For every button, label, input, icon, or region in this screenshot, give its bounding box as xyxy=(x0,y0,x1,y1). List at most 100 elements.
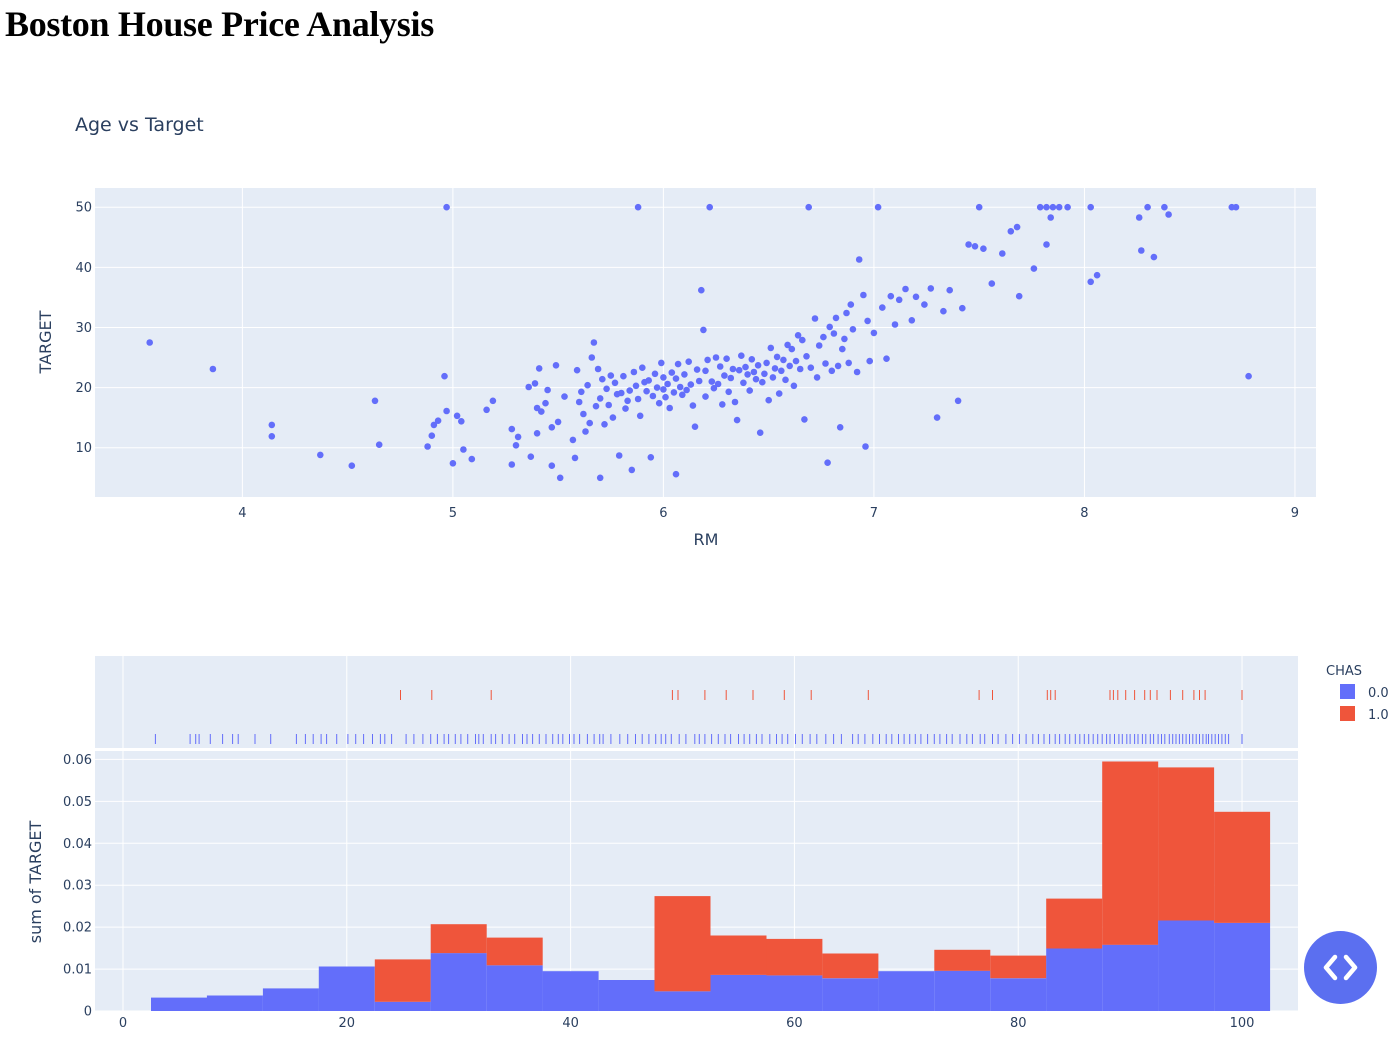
scatter-point xyxy=(582,428,589,435)
histogram-bar-chas-0 xyxy=(151,997,207,1011)
scatter-point xyxy=(820,333,827,341)
scatter-point xyxy=(571,454,579,462)
scatter-point xyxy=(643,387,650,395)
histogram-y-tick-label: 0.05 xyxy=(63,795,92,810)
scatter-point xyxy=(712,354,720,361)
scatter-point xyxy=(843,309,850,317)
histogram-x-tick-label: 100 xyxy=(1230,1016,1255,1031)
scatter-point xyxy=(674,360,682,368)
scatter-x-tick-label: 4 xyxy=(238,506,246,521)
scatter-point xyxy=(866,357,873,365)
legend-item-0[interactable]: 0.0 xyxy=(1340,684,1389,701)
scatter-point xyxy=(862,443,869,450)
scatter-point xyxy=(769,374,777,381)
scatter-point xyxy=(525,383,532,391)
scatter-point xyxy=(630,368,638,376)
scatter-point xyxy=(704,356,711,364)
scatter-point xyxy=(685,358,692,366)
scatter-point xyxy=(860,291,867,299)
scatter-point xyxy=(1232,203,1240,211)
scatter-point xyxy=(428,432,436,440)
scatter-point xyxy=(371,397,379,405)
scatter-point xyxy=(1043,203,1050,211)
legend: CHAS 0.0 1.0 xyxy=(1326,664,1389,723)
scatter-point xyxy=(735,366,743,374)
scatter-point xyxy=(773,353,781,361)
scatter-point xyxy=(573,366,581,374)
scatter-point xyxy=(317,451,324,459)
scatter-point xyxy=(542,399,549,407)
scatter-x-tick-label: 6 xyxy=(659,506,667,521)
scatter-x-tick-label: 5 xyxy=(449,506,457,521)
scatter-point xyxy=(1047,214,1054,221)
scatter-point xyxy=(655,399,663,407)
histogram-bar-chas-1 xyxy=(822,953,879,979)
histogram-bar-chas-0 xyxy=(262,988,319,1011)
scatter-point xyxy=(615,452,623,459)
scatter-point xyxy=(489,397,497,405)
rug-ticks xyxy=(154,690,1243,744)
scatter-point xyxy=(750,368,758,376)
scatter-point xyxy=(580,410,587,418)
scatter-point xyxy=(912,293,920,301)
scatter-point xyxy=(691,423,699,431)
scatter-point xyxy=(891,321,899,328)
scatter-y-tick-label: 20 xyxy=(75,381,92,396)
scatter-point xyxy=(822,360,829,367)
scatter-point xyxy=(879,304,886,311)
scatter-point xyxy=(660,386,667,393)
scatter-point xyxy=(767,344,775,352)
scatter-point xyxy=(146,339,153,346)
scatter-point xyxy=(666,404,673,412)
scatter-point xyxy=(908,317,916,324)
histogram-y-tick-label: 0.01 xyxy=(63,963,92,978)
scatter-point xyxy=(268,421,276,429)
histogram-y-tick-label: 0.04 xyxy=(63,837,92,852)
scatter-point xyxy=(765,396,772,404)
scatter-point xyxy=(626,387,633,394)
scatter-point xyxy=(980,245,987,252)
scatter-point xyxy=(578,388,585,396)
histogram-bar-chas-0 xyxy=(1214,922,1271,1011)
scatter-point xyxy=(794,332,802,339)
histogram-bar-chas-1 xyxy=(1046,898,1103,949)
scatter-point xyxy=(830,330,838,337)
scatter-point xyxy=(683,386,690,394)
scatter-point xyxy=(780,356,787,364)
scatter-point xyxy=(672,375,680,382)
scatter-point xyxy=(946,286,953,294)
scatter-point xyxy=(975,203,983,211)
scatter-point xyxy=(727,374,735,382)
scatter-point xyxy=(588,354,596,361)
scatter-point xyxy=(733,416,741,424)
scatter-point xyxy=(554,418,562,426)
histogram-bar-chas-0 xyxy=(934,970,991,1011)
legend-label-0: 0.0 xyxy=(1368,686,1389,701)
scatter-point xyxy=(645,377,652,384)
histogram-y-tick-label: 0.06 xyxy=(63,753,92,768)
scatter-point xyxy=(708,378,716,385)
code-toggle-button[interactable] xyxy=(1304,931,1377,1004)
scatter-point xyxy=(544,386,551,394)
scatter-point xyxy=(710,384,718,392)
scatter-point xyxy=(1064,203,1071,211)
legend-item-1[interactable]: 1.0 xyxy=(1340,706,1389,723)
scatter-point xyxy=(460,446,467,453)
scatter-point xyxy=(695,377,703,385)
scatter-point xyxy=(716,363,724,370)
scatter-point xyxy=(921,301,928,308)
scatter-point xyxy=(681,371,688,378)
histogram-y-tick-label: 0 xyxy=(84,1005,92,1020)
scatter-point xyxy=(348,462,356,470)
scatter-point xyxy=(535,365,543,372)
scatter-point xyxy=(1087,203,1094,211)
scatter-point xyxy=(1135,214,1143,221)
scatter-point xyxy=(999,250,1006,257)
scatter-point xyxy=(895,296,903,304)
histogram-bar-chas-0 xyxy=(542,971,599,1011)
scatter-x-tick-label: 8 xyxy=(1080,506,1088,521)
scatter-point xyxy=(603,385,610,393)
histogram-bar-chas-0 xyxy=(206,995,263,1011)
histogram-bar-chas-0 xyxy=(990,978,1047,1011)
scatter-point xyxy=(622,405,629,412)
